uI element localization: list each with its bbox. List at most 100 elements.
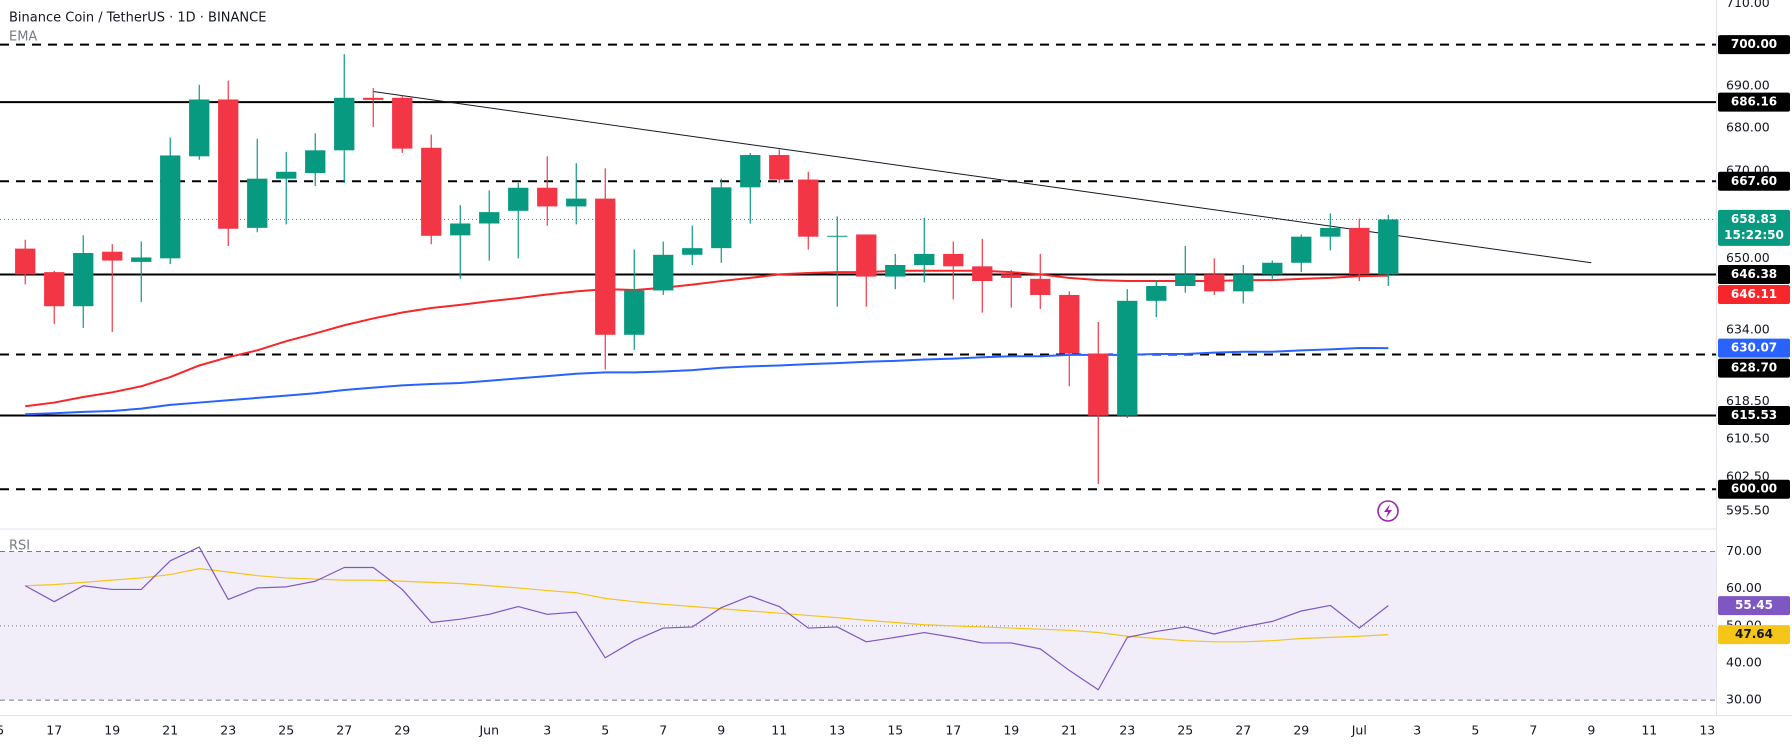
candle-body [247,178,268,228]
rsi-ma-value-label: 47.64 [1735,627,1773,641]
candle-body [914,253,935,266]
candle-body [218,99,239,229]
candle-body [566,198,587,207]
rsi-value-label: 55.45 [1735,598,1773,612]
y-tick-label: 610.50 [1726,431,1770,446]
x-tick-label: Jun [478,723,499,738]
candle-body [102,251,123,261]
level-label: 686.16 [1731,95,1777,109]
price-pane [0,43,1716,491]
candle-body [972,266,993,282]
x-tick-label: 11 [1641,723,1657,738]
candle-body [479,212,500,224]
candle-body [73,253,94,307]
level-label: 615.53 [1731,408,1777,422]
x-tick-label: 9 [717,723,725,738]
last-price-label: 658.83 [1731,212,1777,226]
price-box [1718,625,1790,645]
x-tick-label: 21 [162,723,178,738]
x-tick-label: 15 [887,723,903,738]
rsi-tick-label: 70.00 [1726,543,1762,558]
ema-line [25,347,1389,416]
candle-body [1001,274,1022,278]
level-label: 600.00 [1731,482,1777,496]
candle-body [798,179,819,237]
price-box [1718,35,1790,55]
x-tick-label: 7 [659,723,667,738]
icon-bolt[interactable] [1384,504,1392,518]
candle-body [1378,219,1399,275]
x-tick-label: 25 [278,723,294,738]
candle-body [653,254,674,291]
x-tick-label: 9 [1587,723,1595,738]
candle-body [711,187,732,249]
x-tick-label: 7 [1529,723,1537,738]
y-tick-label: 618.50 [1726,393,1770,408]
x-tick-label: 19 [104,723,120,738]
y-tick-label: 650.00 [1726,250,1770,265]
level-label: 667.60 [1731,174,1777,188]
price-box [1718,209,1790,246]
candle-body [1349,227,1370,275]
price-labels: 700.00 686.16 667.60 658.83 15:22:50 646.38 64… [1718,35,1790,645]
candle-body [885,265,906,277]
candle-body [1117,300,1138,416]
y-tick-label: 595.50 [1726,502,1770,517]
countdown: 15:22:50 [1724,228,1784,242]
x-tick-label: 5 [1471,723,1479,738]
candle-body [160,155,181,259]
x-tick-label: Jul [1351,723,1367,738]
price-box [1718,284,1790,304]
x-tick-label: 3 [1413,723,1421,738]
y-tick-label: 680.00 [1726,120,1770,135]
candle-body [131,257,152,262]
rsi-band-fill [0,551,1716,701]
x-tick-label: 29 [1293,723,1309,738]
candle-body [943,253,964,267]
ema-value-label: 646.11 [1731,287,1777,301]
rsi-tick-label: 40.00 [1726,654,1762,669]
y-tick-label: 634.00 [1726,322,1770,337]
rsi-label: RSI [9,539,30,554]
candle-body [508,187,529,211]
candle-body [595,198,616,335]
candle-body [1030,278,1051,295]
price-box [1718,596,1790,616]
candle-body [1262,262,1283,275]
candle-body [537,187,558,207]
price-box [1718,479,1790,499]
candle-body [1204,274,1225,292]
price-box [1718,92,1790,112]
ema-line [25,269,1389,408]
x-tick-label: 15 [0,723,4,738]
candle-body [740,155,761,188]
axes: 15 17 19 21 23 25 27 29 Jun 3 5 7 9 11 13 15 17 19 21 23 25 2… [0,0,1770,738]
x-tick-label: 17 [46,723,62,738]
price-box [1718,406,1790,426]
rsi-ma-line [25,568,1389,643]
candle-body [1291,236,1312,263]
candle-body [363,97,384,100]
lightning-icon[interactable] [1377,500,1399,522]
chart-title: Binance Coin / TetherUS · 1D · BINANCE [9,11,266,26]
candle-body [450,223,471,236]
x-tick-label: 27 [336,723,352,738]
x-tick-label: 23 [1119,723,1135,738]
candle-body [15,248,36,275]
x-tick-label: 21 [1061,723,1077,738]
candle-body [1320,227,1341,237]
candle-body [1146,285,1167,301]
price-box [1718,358,1790,378]
x-tick-label: 13 [1699,723,1715,738]
y-tick-label: 690.00 [1726,78,1770,93]
x-tick-label: 11 [771,723,787,738]
indicator-label: EMA [9,30,37,45]
level-label: 700.00 [1731,37,1777,51]
x-tick-label: 5 [601,723,609,738]
candle-body [769,155,790,180]
x-tick-label: 3 [543,723,551,738]
rsi-line [24,546,1389,691]
candle-body [624,290,645,335]
rsi-tick-label: 30.00 [1726,692,1762,707]
